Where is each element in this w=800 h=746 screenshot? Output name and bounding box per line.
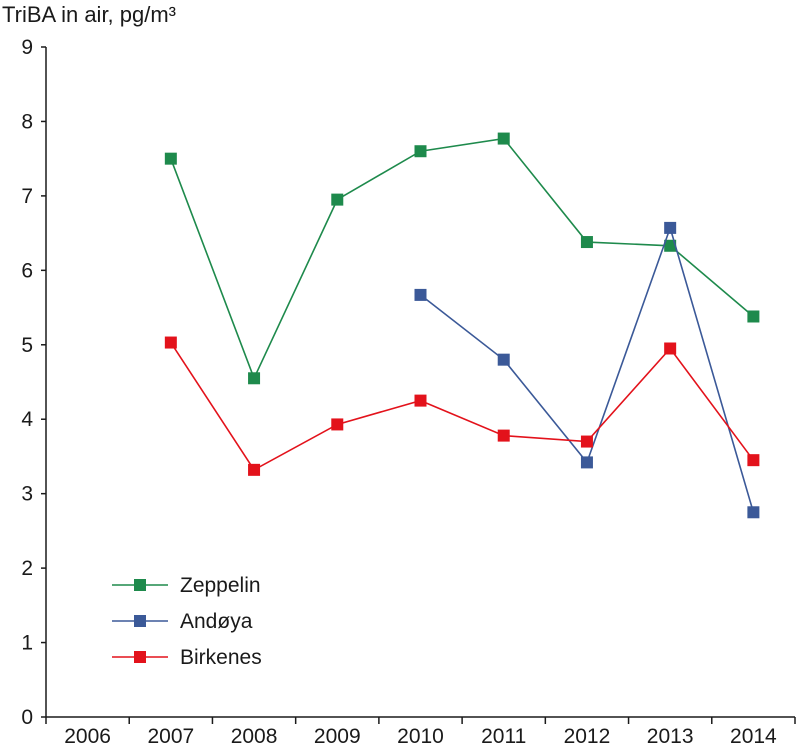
series-line xyxy=(170,342,755,471)
x-tick-label: 2011 xyxy=(481,725,526,746)
data-point xyxy=(331,418,344,431)
data-point xyxy=(747,506,760,519)
data-point xyxy=(664,342,677,355)
series-zeppelin xyxy=(164,132,760,385)
x-tick-label: 2013 xyxy=(647,725,694,746)
x-tick-label: 2006 xyxy=(64,725,111,746)
y-tick-label: 3 xyxy=(21,483,33,506)
y-tick-label: 6 xyxy=(21,259,33,282)
data-point xyxy=(747,310,760,323)
legend-item-andya: Andøya xyxy=(112,610,253,633)
data-point xyxy=(497,132,510,145)
legend-item-zeppelin: Zeppelin xyxy=(112,574,261,597)
y-tick-label: 5 xyxy=(21,334,33,357)
data-point xyxy=(248,372,261,385)
data-point xyxy=(580,456,593,469)
data-point xyxy=(497,429,510,442)
x-tick-label: 2007 xyxy=(147,725,194,746)
legend-item-birkenes: Birkenes xyxy=(112,646,262,669)
legend-marker xyxy=(134,579,146,591)
data-point xyxy=(164,152,177,165)
x-tick-label: 2010 xyxy=(397,725,444,746)
data-point xyxy=(414,145,427,158)
y-tick-label: 4 xyxy=(21,408,33,431)
data-point xyxy=(331,193,344,206)
data-point xyxy=(497,353,510,366)
y-tick-label: 0 xyxy=(21,706,33,729)
data-point xyxy=(747,454,760,467)
series-birkenes xyxy=(164,336,760,476)
data-point xyxy=(580,435,593,448)
legend-label: Andøya xyxy=(180,610,253,633)
x-axis-ticks: 2006 2007 2008 2009 2010 2011 2012 2013 2014 xyxy=(45,717,796,746)
data-point xyxy=(664,221,677,234)
data-point xyxy=(248,463,261,476)
series-layer xyxy=(164,132,760,519)
data-point xyxy=(164,336,177,349)
data-point xyxy=(664,239,677,252)
legend-marker xyxy=(134,615,146,627)
y-tick-label: 1 xyxy=(21,632,33,655)
data-point xyxy=(414,288,427,301)
y-axis-label: TriBA in air, pg/m³ xyxy=(2,2,176,27)
legend-label: Zeppelin xyxy=(180,574,261,597)
y-axis-ticks: 0 1 2 3 4 5 6 7 8 9 xyxy=(21,36,46,729)
x-tick-label: 2014 xyxy=(730,725,777,746)
axes xyxy=(45,47,795,718)
series-line xyxy=(420,225,755,513)
series-andya xyxy=(414,221,760,519)
data-point xyxy=(580,236,593,249)
y-tick-label: 7 xyxy=(21,185,33,208)
x-tick-label: 2012 xyxy=(564,725,611,746)
y-tick-label: 8 xyxy=(21,110,33,133)
legend-marker xyxy=(134,651,146,663)
legend: Zeppelin Andøya Birkenes xyxy=(112,574,262,669)
series-line xyxy=(170,137,754,381)
data-point xyxy=(414,394,427,407)
legend-label: Birkenes xyxy=(180,646,262,669)
y-tick-label: 9 xyxy=(21,36,33,59)
x-tick-label: 2009 xyxy=(314,725,361,746)
x-tick-label: 2008 xyxy=(231,725,278,746)
y-tick-label: 2 xyxy=(21,557,33,580)
